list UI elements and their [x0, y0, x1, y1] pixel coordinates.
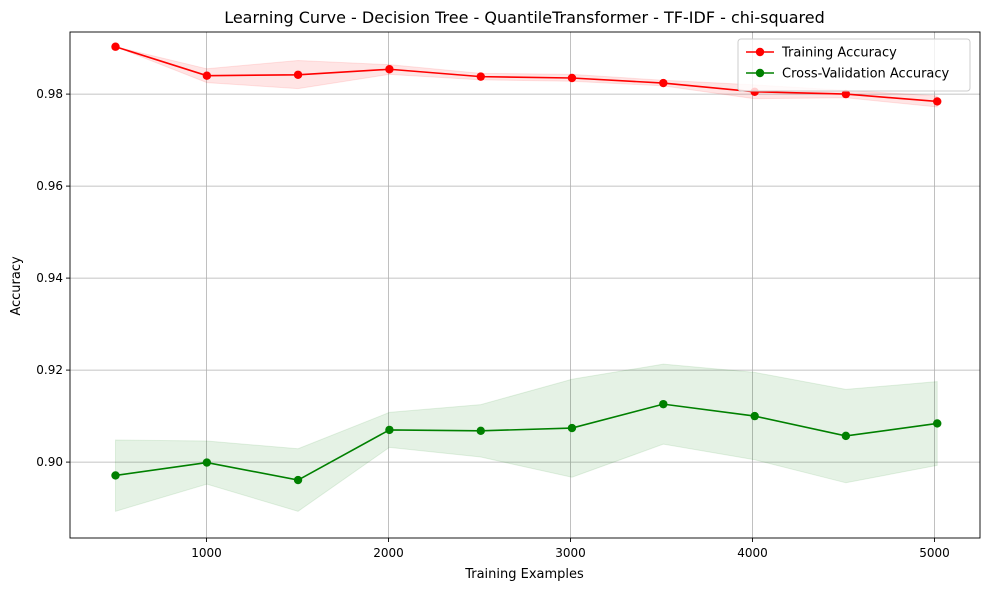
- series-0-point: [111, 42, 120, 51]
- legend-box: [737, 38, 971, 92]
- series-0-point: [933, 97, 942, 106]
- x-tick-label: 4000: [737, 546, 768, 560]
- series-0-point: [659, 78, 668, 88]
- series-1-point: [476, 426, 485, 436]
- legend: Training Accuracy Cross-Validation Accura…: [737, 38, 971, 92]
- legend-marker-0: [755, 47, 765, 57]
- x-tick-label: 3000: [555, 546, 586, 560]
- x-tick-label: 2000: [373, 546, 404, 560]
- legend-marker-1: [755, 68, 765, 78]
- chart-title: Learning Curve - Decision Tree - Quantil…: [224, 8, 825, 27]
- series-1-point: [659, 399, 668, 409]
- series-1-point: [111, 471, 120, 480]
- y-tick-label: 0.98: [36, 87, 63, 101]
- series-1-point: [933, 419, 942, 428]
- series-0-line: [115, 45, 938, 103]
- series-0-point: [476, 72, 485, 81]
- series-0-point: [202, 71, 212, 80]
- y-tick-label: 0.94: [36, 271, 63, 285]
- y-tick-label: 0.90: [36, 455, 63, 469]
- series-1-point: [750, 411, 759, 421]
- series-1-point: [567, 423, 577, 433]
- plot-area: 1000 2000 3000 4000 5000 0.90 0.92 0.94 0.96 0.98: [36, 31, 981, 560]
- series-1-point: [385, 425, 394, 435]
- series-0-point: [567, 73, 577, 83]
- y-tick-label: 0.96: [36, 179, 63, 193]
- x-tick-label: 1000: [191, 546, 222, 560]
- x-tick-label: 5000: [919, 546, 950, 560]
- series-1-point: [293, 475, 303, 485]
- axes-frame: [69, 31, 981, 539]
- series-1-point: [841, 431, 851, 441]
- y-tick-label: 0.92: [36, 363, 63, 377]
- y-axis-label: Accuracy: [9, 256, 24, 316]
- series-0-point: [841, 89, 851, 99]
- x-axis-label: Training Examples: [464, 567, 584, 582]
- legend-label-1: Cross-Validation Accuracy: [782, 67, 950, 82]
- series-0-point: [293, 70, 303, 79]
- legend-label-0: Training Accuracy: [781, 46, 897, 61]
- series-1-point: [202, 458, 212, 467]
- series-1-line: [115, 403, 938, 481]
- series-0-point: [385, 65, 394, 74]
- series-1-band: [115, 363, 938, 512]
